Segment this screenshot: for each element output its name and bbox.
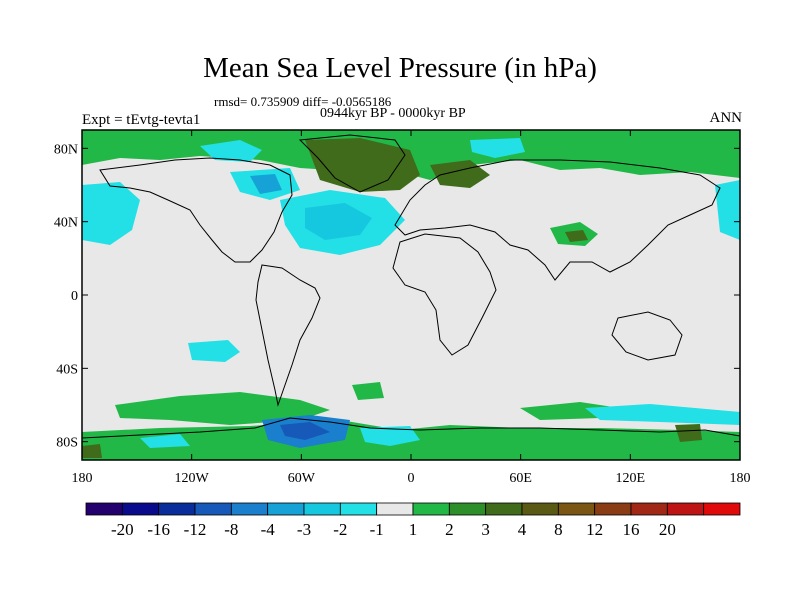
anomaly-region (280, 422, 330, 440)
colorbar-label: -4 (261, 520, 276, 539)
lon-tick-label: 60W (288, 471, 316, 486)
lon-tick-label: 120W (175, 471, 210, 486)
colorbar-swatch (703, 502, 741, 516)
experiment-label: Expt = tEvtg-tevta1 (82, 112, 201, 128)
lon-tick-label: 0 (408, 471, 415, 486)
anomaly-region (305, 203, 372, 240)
lat-tick-label: 40N (54, 216, 78, 231)
colorbar-label: 3 (481, 520, 490, 539)
anomaly-region (82, 444, 102, 458)
colorbar-swatch (376, 502, 414, 516)
colorbar-label: -12 (184, 520, 207, 539)
colorbar-label: 2 (445, 520, 454, 539)
anomaly-region (360, 426, 420, 446)
lon-tick-label: 120E (616, 471, 646, 486)
lat-tick-label: 0 (71, 289, 78, 304)
coastlines (82, 134, 740, 439)
colorbar-swatch (448, 502, 487, 516)
anomaly-region (305, 138, 420, 192)
anomaly-region (675, 424, 702, 442)
lon-tick-label: 180 (730, 471, 751, 486)
map-title: Mean Sea Level Pressure (in hPa) (203, 52, 597, 84)
colorbar-swatch (630, 502, 668, 516)
lat-tick-label: 80N (54, 142, 78, 157)
lat-tick-label: 40S (56, 362, 78, 377)
colorbar-label: -8 (224, 520, 238, 539)
anomaly-region (715, 180, 740, 240)
colorbar-label: 4 (518, 520, 527, 539)
colorbar-swatch (303, 502, 341, 516)
coastline-eurasia (394, 159, 721, 281)
anomaly-region (82, 182, 140, 245)
anomaly-region (470, 138, 525, 158)
colorbar-swatch (267, 502, 305, 516)
colorbar-label: 20 (659, 520, 676, 539)
anomaly-region (250, 174, 282, 194)
anomaly-region (140, 434, 190, 448)
anomaly-region (352, 382, 384, 400)
lat-tick-label: 80S (56, 436, 78, 451)
colorbar-swatch (666, 502, 705, 516)
coastline-north-america (99, 157, 293, 263)
colorbar-swatch (485, 502, 523, 516)
lon-tick-label: 180 (72, 471, 93, 486)
colorbar-swatch (230, 502, 269, 516)
colorbar-label: -2 (333, 520, 347, 539)
coastline-africa (392, 233, 497, 356)
anomaly-field (82, 130, 740, 460)
colorbar-label: -20 (111, 520, 134, 539)
anomaly-region (115, 392, 330, 425)
colorbar-swatch (557, 502, 596, 516)
colorbar-swatch (121, 502, 160, 516)
stats-text: rmsd= 0.735909 diff= -0.0565186 (214, 94, 392, 109)
colorbar-swatch (194, 502, 232, 516)
colorbar-label: 8 (554, 520, 563, 539)
coastline-australia (611, 311, 683, 361)
colorbar-swatch (158, 502, 196, 516)
anomaly-region (565, 230, 588, 242)
colorbar-label: -3 (297, 520, 311, 539)
period-text: 0944kyr BP - 0000kyr BP (320, 106, 466, 121)
colorbar-swatch (85, 502, 123, 516)
lon-tick-label: 60E (509, 471, 532, 486)
colorbar-label: 12 (586, 520, 603, 539)
latitude-axis: 80N 40N 0 40S 80S (54, 142, 740, 451)
coastline-greenland (298, 134, 406, 193)
anomaly-region (585, 404, 740, 425)
colorbar-swatch (339, 502, 378, 516)
colorbar-label: -16 (147, 520, 170, 539)
season-label: ANN (709, 110, 743, 126)
colorbar-label: -1 (370, 520, 384, 539)
colorbar-label: 16 (623, 520, 640, 539)
colorbar-label: 1 (409, 520, 418, 539)
colorbar: -20 -16 -12 -8 -4 -3 -2 -1 1 2 3 4 8 12 16 20 (85, 502, 741, 539)
anomaly-region (188, 340, 240, 362)
colorbar-swatch (521, 502, 559, 516)
colorbar-swatch (594, 502, 632, 516)
longitude-axis: 180 120W 60W 0 60E 120E 180 (72, 130, 751, 486)
coastline-antarctica (82, 417, 740, 439)
anomaly-region (200, 140, 262, 162)
colorbar-swatch (412, 502, 450, 516)
coastline-south-america (255, 264, 321, 407)
